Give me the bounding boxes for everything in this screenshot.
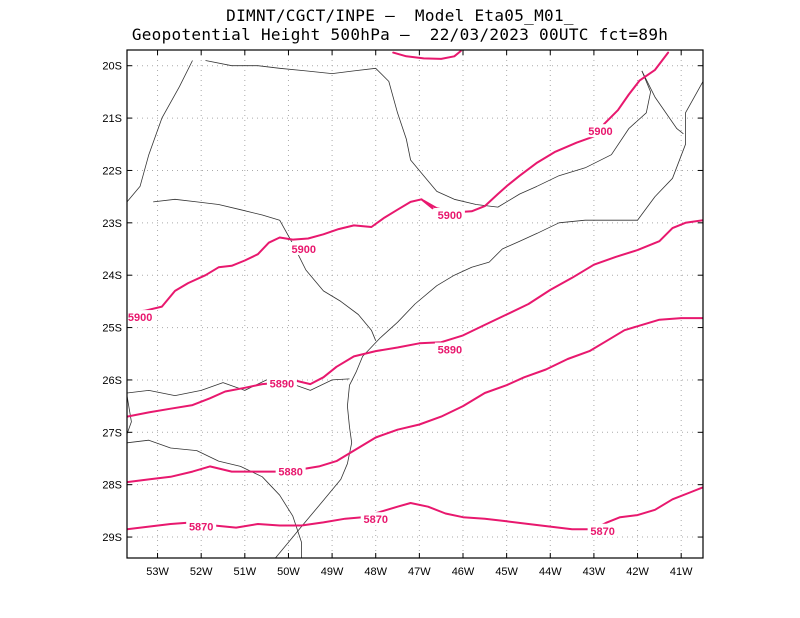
contour-labels: 5900 5900 5900 5900 5890 5890 5880 5870 5870 5870 — [125, 124, 618, 538]
coastline — [275, 81, 703, 558]
lat-tick-label: 29S — [102, 532, 122, 544]
lon-tick-label: 50W — [277, 566, 300, 578]
chart-title-line-2: Geopotential Height 500hPa – 22/03/2023 … — [131, 25, 669, 44]
lon-tick-label: 42W — [626, 566, 649, 578]
lat-tick-label: 22S — [102, 165, 122, 177]
border-rj-es — [641, 70, 684, 135]
lon-tick-label: 41W — [670, 566, 693, 578]
lat-tick-label: 24S — [102, 270, 122, 282]
label-5900-b: 5900 — [438, 210, 462, 222]
height-contours — [127, 50, 703, 531]
contour-5900-north — [422, 51, 670, 214]
lon-tick-label: 53W — [146, 566, 169, 578]
label-5880: 5880 — [278, 467, 302, 479]
label-5900-a-bg — [585, 124, 616, 138]
label-5880-bg — [275, 464, 306, 478]
border-mg-rj — [537, 70, 651, 187]
map-frame — [126, 49, 704, 559]
lon-tick-label: 48W — [364, 566, 387, 578]
label-5900-a: 5900 — [588, 126, 612, 138]
border-pr-sc — [127, 378, 350, 396]
border-ms-sp-pr — [127, 60, 193, 203]
contour-5880 — [127, 317, 703, 484]
label-5870-b: 5870 — [363, 514, 387, 526]
political-borders — [127, 60, 703, 558]
label-5890-b: 5890 — [270, 379, 294, 391]
axis-labels: 53W 52W 51W 50W 49W 48W 47W 46W 45W 44W 43W 42W 41W 2… — [102, 50, 703, 578]
lat-tick-label: 25S — [102, 323, 122, 335]
label-5900-b-bg — [434, 207, 465, 221]
lon-tick-label: 45W — [495, 566, 518, 578]
lon-tick-label: 44W — [539, 566, 562, 578]
lon-tick-label: 49W — [321, 566, 344, 578]
lat-tick-label: 20S — [102, 61, 122, 73]
label-5890-a-bg — [434, 342, 465, 356]
label-5870-c-bg — [587, 523, 618, 537]
label-5900-d: 5900 — [128, 312, 152, 324]
label-5870-b-bg — [360, 512, 391, 526]
label-5890-a: 5890 — [438, 345, 462, 357]
lon-tick-label: 47W — [408, 566, 431, 578]
lon-tick-label: 52W — [190, 566, 213, 578]
grid-layer — [127, 50, 703, 558]
label-5870-c: 5870 — [590, 526, 614, 538]
label-5870-a-bg — [186, 519, 217, 533]
lat-tick-label: 28S — [102, 480, 122, 492]
lon-tick-label: 46W — [452, 566, 475, 578]
contour-5900-north-top — [392, 50, 462, 60]
lat-tick-label: 21S — [102, 113, 122, 125]
label-5870-a: 5870 — [189, 522, 213, 534]
contour-5890 — [127, 219, 703, 418]
contour-5900-south — [127, 198, 434, 314]
chart-title-line-1: DIMNT/CGCT/INPE – Model Eta05_M01_ — [226, 6, 574, 25]
lat-tick-label: 26S — [102, 375, 122, 387]
label-5900-c-bg — [288, 242, 319, 256]
border-sp-mg — [205, 60, 538, 208]
border-sc-rs — [127, 439, 302, 558]
border-argentina — [127, 359, 132, 436]
label-5900-d-bg — [125, 310, 156, 324]
lon-tick-label: 51W — [234, 566, 257, 578]
lat-tick-label: 27S — [102, 427, 122, 439]
lat-tick-label: 23S — [102, 218, 122, 230]
label-5890-b-bg — [266, 376, 297, 390]
label-5900-c: 5900 — [291, 244, 315, 256]
border-sp-pr — [153, 198, 377, 341]
contour-5870 — [127, 486, 703, 531]
lon-tick-label: 43W — [583, 566, 606, 578]
